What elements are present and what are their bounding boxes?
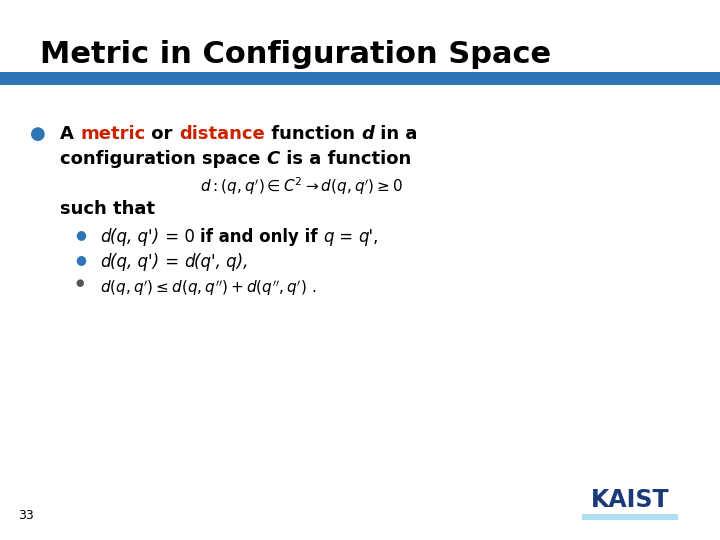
Text: ●: ● bbox=[75, 228, 86, 241]
Text: =: = bbox=[160, 253, 184, 271]
Text: (q, q'): (q, q') bbox=[110, 228, 160, 246]
Bar bbox=[582, 514, 678, 520]
Bar bbox=[0, 72, 720, 85]
Text: such that: such that bbox=[60, 200, 155, 218]
Text: in a: in a bbox=[374, 125, 418, 143]
Text: configuration space: configuration space bbox=[60, 150, 266, 168]
Text: or: or bbox=[145, 125, 179, 143]
Text: if and only if: if and only if bbox=[199, 228, 323, 246]
Text: metric: metric bbox=[80, 125, 145, 143]
Text: function: function bbox=[265, 125, 361, 143]
Text: C: C bbox=[266, 150, 280, 168]
Text: q': q' bbox=[358, 228, 373, 246]
Text: ●: ● bbox=[75, 253, 86, 266]
Text: is a function: is a function bbox=[280, 150, 411, 168]
Text: Metric in Configuration Space: Metric in Configuration Space bbox=[40, 40, 551, 69]
Text: A: A bbox=[60, 125, 80, 143]
Text: =: = bbox=[333, 228, 358, 246]
Text: $d(q,q')\leq d(q,q'')+d(q'',q')\ .$: $d(q,q')\leq d(q,q'')+d(q'',q')\ .$ bbox=[100, 278, 316, 298]
Text: KAIST: KAIST bbox=[590, 488, 670, 512]
Text: d: d bbox=[361, 125, 374, 143]
Text: d: d bbox=[100, 253, 110, 271]
Text: 33: 33 bbox=[18, 509, 34, 522]
Text: $d:(q,q')\in C^{2}\rightarrow d(q,q')\geq 0$: $d:(q,q')\in C^{2}\rightarrow d(q,q')\ge… bbox=[200, 175, 403, 197]
Text: ,: , bbox=[373, 228, 379, 246]
Text: distance: distance bbox=[179, 125, 265, 143]
Text: q: q bbox=[323, 228, 333, 246]
Text: d: d bbox=[100, 228, 110, 246]
Text: ●: ● bbox=[75, 278, 84, 288]
Text: (q', q),: (q', q), bbox=[194, 253, 249, 271]
Text: = 0: = 0 bbox=[160, 228, 199, 246]
Text: ●: ● bbox=[30, 125, 46, 143]
Text: (q, q'): (q, q') bbox=[110, 253, 160, 271]
Text: d: d bbox=[184, 253, 194, 271]
